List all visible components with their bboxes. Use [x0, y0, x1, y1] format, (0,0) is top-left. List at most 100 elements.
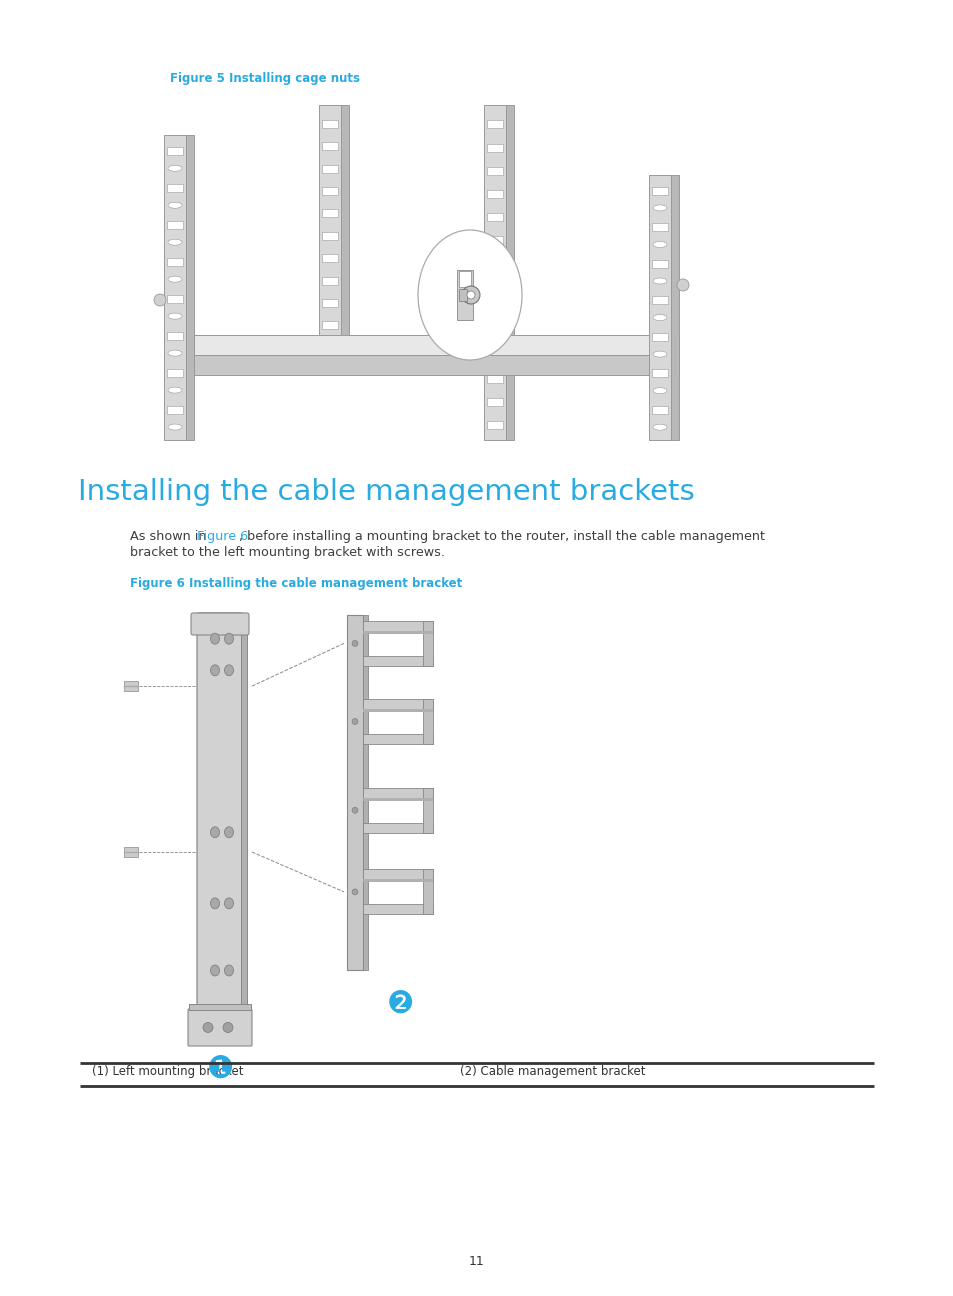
Text: Installing the cable management brackets: Installing the cable management brackets [78, 478, 694, 505]
Bar [483, 105, 505, 441]
Text: Figure 5 Installing cage nuts: Figure 5 Installing cage nuts [170, 73, 359, 86]
Bar [670, 175, 679, 441]
Ellipse shape [211, 665, 219, 675]
Ellipse shape [168, 314, 182, 319]
Bar [167, 294, 183, 303]
Text: bracket to the left mounting bracket with screws.: bracket to the left mounting bracket wit… [130, 546, 444, 559]
Ellipse shape [168, 424, 182, 430]
Bar [456, 270, 473, 320]
Circle shape [467, 292, 475, 299]
Bar [363, 870, 433, 880]
Bar [167, 184, 183, 192]
Bar [167, 368, 183, 377]
Ellipse shape [417, 229, 521, 360]
Circle shape [352, 718, 357, 724]
Bar [241, 616, 247, 1010]
Ellipse shape [652, 424, 666, 430]
Bar [322, 254, 337, 262]
Bar [363, 880, 433, 883]
Ellipse shape [211, 827, 219, 837]
Text: 11: 11 [469, 1255, 484, 1267]
FancyBboxPatch shape [196, 613, 243, 1012]
Circle shape [223, 1023, 233, 1033]
Circle shape [203, 1023, 213, 1033]
Bar [651, 297, 667, 305]
Bar [167, 258, 183, 266]
Bar [422, 788, 433, 833]
FancyBboxPatch shape [188, 1010, 252, 1046]
Ellipse shape [224, 966, 233, 976]
Bar [363, 709, 433, 712]
Bar [322, 299, 337, 307]
Bar [322, 276, 337, 285]
Ellipse shape [224, 827, 233, 837]
Bar [486, 236, 502, 244]
Bar [363, 616, 368, 969]
Bar [363, 656, 433, 666]
Bar [486, 306, 502, 314]
Bar [486, 167, 502, 175]
Ellipse shape [652, 279, 666, 284]
Bar [318, 105, 340, 340]
Bar [340, 105, 349, 340]
Bar [651, 223, 667, 231]
Ellipse shape [652, 205, 666, 211]
Ellipse shape [211, 634, 219, 644]
Circle shape [461, 286, 479, 305]
Text: (1) Left mounting bracket: (1) Left mounting bracket [91, 1065, 243, 1078]
Bar [486, 121, 502, 128]
Bar [486, 283, 502, 290]
Ellipse shape [168, 240, 182, 245]
Bar [486, 421, 502, 429]
Bar [189, 1004, 251, 1010]
Circle shape [677, 279, 688, 292]
Ellipse shape [168, 202, 182, 209]
Polygon shape [164, 355, 679, 375]
Ellipse shape [224, 665, 233, 675]
Ellipse shape [211, 898, 219, 908]
Bar [422, 870, 433, 915]
Bar [363, 699, 433, 709]
Bar [363, 788, 433, 798]
Circle shape [153, 294, 166, 306]
Bar [651, 187, 667, 194]
Bar [322, 143, 337, 150]
Bar [322, 232, 337, 240]
Ellipse shape [168, 350, 182, 356]
Ellipse shape [168, 388, 182, 393]
Bar [486, 375, 502, 382]
Bar [167, 146, 183, 154]
Bar [363, 798, 433, 801]
Bar [486, 213, 502, 220]
Ellipse shape [224, 898, 233, 908]
Circle shape [352, 889, 357, 896]
Bar [651, 333, 667, 341]
Text: ❷: ❷ [386, 990, 414, 1019]
Bar [322, 187, 337, 194]
Ellipse shape [168, 166, 182, 171]
Text: Figure 6: Figure 6 [196, 530, 248, 543]
Bar [651, 259, 667, 268]
Circle shape [352, 807, 357, 814]
Ellipse shape [652, 315, 666, 320]
Bar [458, 271, 471, 286]
Bar [363, 734, 433, 744]
Circle shape [352, 640, 357, 647]
Text: Figure 6 Installing the cable management bracket: Figure 6 Installing the cable management… [130, 577, 462, 590]
Text: As shown in: As shown in [130, 530, 211, 543]
Bar [505, 105, 514, 441]
Bar [486, 398, 502, 406]
Bar [347, 616, 363, 969]
Bar [651, 406, 667, 413]
Bar [458, 289, 467, 301]
Bar [486, 144, 502, 152]
Bar [322, 121, 337, 128]
Bar [651, 369, 667, 377]
Text: (2) Cable management bracket: (2) Cable management bracket [459, 1065, 645, 1078]
Polygon shape [164, 334, 679, 355]
Bar [186, 135, 193, 441]
Bar [486, 189, 502, 198]
Ellipse shape [652, 241, 666, 248]
Bar [322, 165, 337, 172]
Bar [648, 175, 670, 441]
